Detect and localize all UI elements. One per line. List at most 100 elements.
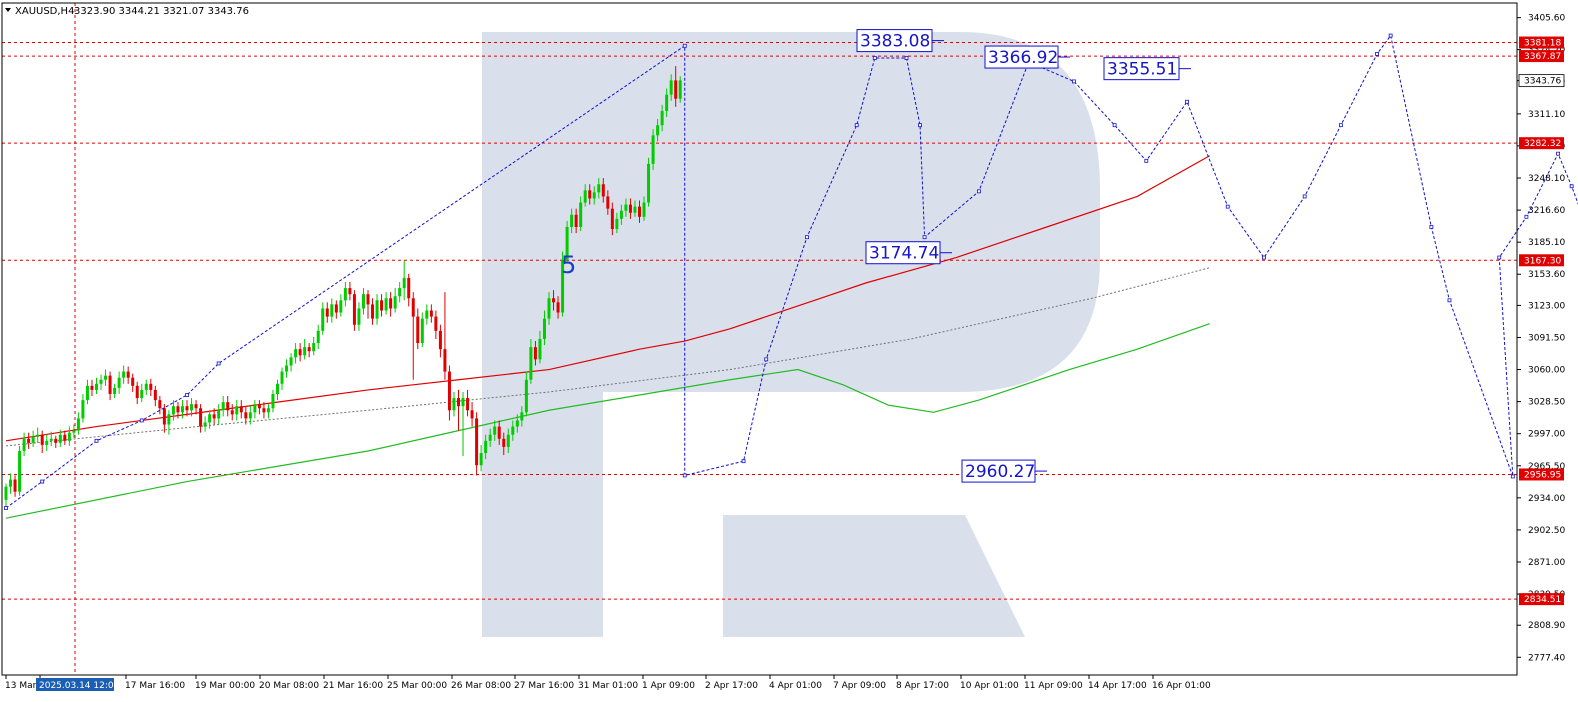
- forecast-node: [1072, 80, 1075, 83]
- candle-body: [281, 372, 284, 384]
- candle-body: [466, 398, 469, 410]
- candle-body: [353, 294, 356, 325]
- x-tick-label: 21 Mar 16:00: [323, 681, 383, 691]
- candle-body: [244, 412, 247, 418]
- candle-body: [502, 439, 505, 447]
- x-tick-label: 25 Mar 00:00: [387, 681, 447, 691]
- forecast-node: [1186, 100, 1189, 103]
- candle-body: [290, 357, 293, 365]
- forecast-node: [1339, 124, 1342, 127]
- candle-body: [421, 319, 424, 343]
- candle-body: [308, 347, 311, 351]
- candle-body: [204, 422, 207, 426]
- candle-body: [452, 398, 455, 410]
- x-tick-label: 26 Mar 08:00: [451, 681, 511, 691]
- x-tick-label: 17 Mar 16:00: [125, 681, 185, 691]
- candle-body: [511, 427, 514, 435]
- candle-body: [77, 418, 80, 430]
- candle-body: [679, 80, 682, 98]
- candle-body: [611, 209, 614, 229]
- candle-body: [23, 439, 26, 451]
- ohlc-values: 3323.90 3344.21 3321.07 3343.76: [74, 6, 249, 17]
- candle-body: [5, 487, 8, 500]
- forecast-node: [855, 124, 858, 127]
- x-tick-label: 7 Apr 09:00: [833, 681, 886, 691]
- candle-body: [294, 349, 297, 357]
- forecast-node: [1448, 299, 1451, 302]
- forecast-node: [1511, 475, 1514, 478]
- candle-body: [439, 331, 442, 349]
- y-tick-label: 3311.10: [1528, 110, 1565, 120]
- candle-body: [376, 300, 379, 318]
- y-tick-label: 2902.50: [1528, 526, 1565, 536]
- candle-body: [90, 386, 93, 390]
- chart-header: XAUUSD,H4 3323.90 3344.21 3321.07 3343.7…: [5, 6, 249, 17]
- candle-body: [167, 414, 170, 424]
- y-tick-label: 3028.50: [1528, 398, 1565, 408]
- forecast-node: [919, 124, 922, 127]
- candle-body: [217, 410, 220, 418]
- candle-body: [371, 304, 374, 318]
- level-price-label: 3381.18: [1524, 39, 1561, 49]
- candle-body: [326, 308, 329, 316]
- candle-body: [312, 343, 315, 351]
- candle-body: [475, 418, 478, 465]
- candle-body: [172, 406, 175, 414]
- watermark-r-leg: [723, 515, 1025, 637]
- candle-body: [27, 439, 30, 443]
- forecast-node: [805, 236, 808, 239]
- x-tick-label: 20 Mar 08:00: [259, 681, 319, 691]
- candle-body: [9, 480, 12, 487]
- forecast-node: [1376, 52, 1379, 55]
- candle-body: [416, 317, 419, 343]
- candle-body: [498, 427, 501, 439]
- candle-body: [199, 408, 202, 426]
- candle-body: [303, 347, 306, 355]
- candle-body: [633, 207, 636, 213]
- watermark-logo: [482, 32, 1100, 637]
- candle-body: [154, 390, 157, 400]
- candle-body: [557, 302, 560, 312]
- forecast-node: [1557, 152, 1560, 155]
- candle-body: [661, 111, 664, 125]
- candle-body: [385, 298, 388, 310]
- candle-body: [72, 431, 75, 433]
- x-tick-label: 11 Apr 09:00: [1024, 681, 1083, 691]
- candle-body: [471, 410, 474, 418]
- y-tick-label: 3248.10: [1528, 174, 1565, 184]
- candle-body: [652, 135, 655, 164]
- candle-body: [59, 435, 62, 443]
- candle-body: [145, 384, 148, 390]
- candle-body: [588, 190, 591, 198]
- candle-body: [489, 435, 492, 441]
- candle-body: [670, 80, 673, 94]
- level-price-label: 2834.51: [1524, 595, 1561, 605]
- candle-body: [538, 339, 541, 359]
- forecast-node: [186, 394, 189, 397]
- price-axis[interactable]: 3405.603374.203343.763311.103279.703248.…: [1517, 14, 1565, 664]
- candle-body: [389, 298, 392, 308]
- y-tick-label: 2997.00: [1528, 430, 1565, 440]
- candle-body: [335, 304, 338, 312]
- candle-body: [104, 376, 107, 380]
- dropdown-arrow-icon[interactable]: [5, 8, 11, 12]
- candle-body: [149, 384, 152, 390]
- candle-body: [86, 386, 89, 400]
- candle-body: [122, 372, 125, 378]
- forecast-node: [742, 460, 745, 463]
- wave-label: 5: [561, 251, 576, 279]
- target-label: 3355.51: [1107, 60, 1177, 80]
- candle-body: [412, 298, 415, 316]
- candle-body: [344, 288, 347, 300]
- candle-body: [190, 404, 193, 410]
- x-tick-label: 1 Apr 09:00: [642, 681, 695, 691]
- candle-body: [529, 347, 532, 380]
- candle-body: [249, 412, 252, 418]
- candle-body: [163, 408, 166, 424]
- candle-body: [357, 308, 360, 324]
- forecast-node: [140, 419, 143, 422]
- level-price-label: 3282.32: [1524, 139, 1561, 149]
